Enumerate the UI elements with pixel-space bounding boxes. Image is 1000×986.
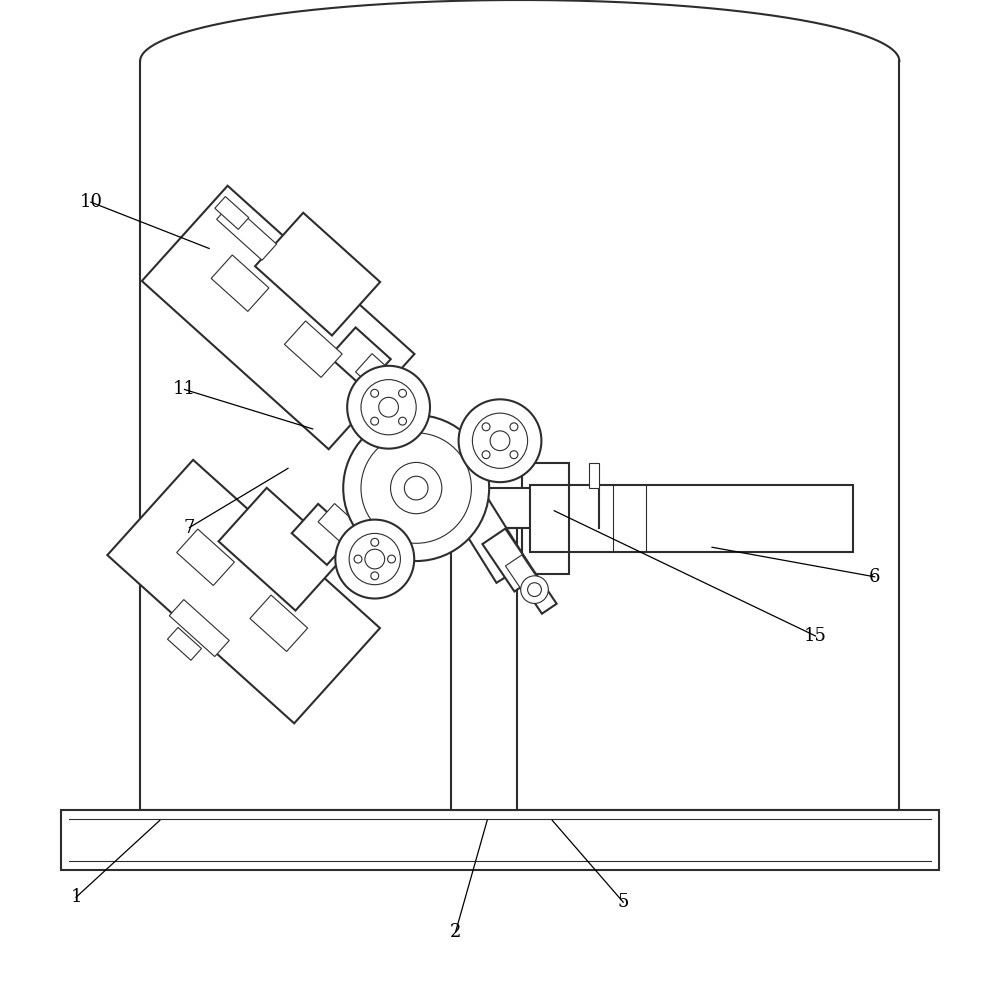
Polygon shape — [451, 528, 517, 810]
Text: 15: 15 — [804, 627, 827, 645]
Circle shape — [347, 366, 430, 449]
Circle shape — [335, 520, 414, 599]
Polygon shape — [589, 463, 599, 488]
Circle shape — [399, 389, 406, 397]
Polygon shape — [142, 185, 414, 450]
Polygon shape — [177, 529, 234, 586]
Circle shape — [379, 397, 398, 417]
Polygon shape — [505, 555, 544, 599]
Circle shape — [361, 380, 416, 435]
Circle shape — [528, 583, 541, 597]
Circle shape — [482, 451, 490, 458]
Circle shape — [371, 538, 379, 546]
Circle shape — [459, 399, 541, 482]
Polygon shape — [255, 213, 380, 335]
Text: 10: 10 — [79, 193, 102, 211]
Polygon shape — [482, 528, 537, 592]
Polygon shape — [318, 504, 357, 541]
Circle shape — [521, 576, 548, 603]
Polygon shape — [329, 327, 391, 388]
Polygon shape — [356, 354, 394, 391]
Text: 2: 2 — [450, 923, 461, 941]
Text: 6: 6 — [869, 568, 880, 586]
Polygon shape — [167, 627, 201, 661]
Text: 1: 1 — [70, 888, 82, 906]
Circle shape — [343, 415, 489, 561]
Circle shape — [404, 476, 428, 500]
Polygon shape — [250, 595, 308, 652]
Polygon shape — [219, 488, 344, 610]
Circle shape — [472, 413, 528, 468]
Circle shape — [510, 451, 518, 458]
Circle shape — [365, 549, 385, 569]
Text: 11: 11 — [173, 381, 196, 398]
Polygon shape — [217, 203, 277, 260]
Circle shape — [391, 462, 442, 514]
Polygon shape — [107, 459, 380, 724]
Circle shape — [482, 423, 490, 431]
Circle shape — [371, 572, 379, 580]
Polygon shape — [452, 492, 528, 583]
Polygon shape — [292, 504, 353, 565]
Polygon shape — [451, 488, 599, 528]
Circle shape — [510, 423, 518, 431]
Polygon shape — [530, 485, 853, 552]
Polygon shape — [528, 584, 557, 613]
Circle shape — [399, 417, 406, 425]
Polygon shape — [169, 599, 229, 657]
Circle shape — [388, 555, 395, 563]
Polygon shape — [522, 463, 569, 574]
Polygon shape — [215, 196, 249, 230]
Polygon shape — [284, 320, 342, 378]
Polygon shape — [211, 255, 269, 312]
Circle shape — [361, 433, 471, 543]
Polygon shape — [61, 810, 939, 870]
Circle shape — [371, 389, 379, 397]
Text: 7: 7 — [184, 519, 195, 536]
Circle shape — [354, 555, 362, 563]
Circle shape — [490, 431, 510, 451]
Text: 5: 5 — [618, 893, 629, 911]
Circle shape — [371, 417, 379, 425]
Circle shape — [349, 533, 400, 585]
